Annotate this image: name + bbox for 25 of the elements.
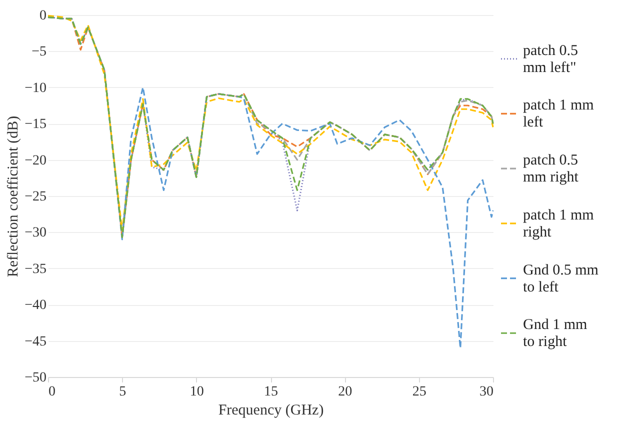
y-tick-label: −35 [24,262,46,277]
legend-label: patch 0.5 mm right [523,152,580,186]
x-tick-label: 25 [412,384,426,400]
legend-label: patch 1 mm left [523,98,594,131]
y-tick-label: 0 [40,8,46,24]
y-tick-label: −25 [24,190,46,204]
y-tick-label: −30 [24,226,46,241]
y-tick-label: −40 [24,298,46,314]
y-tick-label: −45 [24,334,46,350]
y-tick-label: −15 [24,117,46,132]
legend-label: patch 1 mm right [523,207,594,240]
x-axis-title: Frequency (GHz) [218,402,324,418]
legend-label: patch 0.5 mm left" [523,42,578,76]
y-tick-label: −5 [32,44,46,60]
legend-label: Gnd 1 mm to right [523,317,588,350]
x-tick-label: 5 [119,384,126,400]
y-tick-label: −50 [24,370,46,386]
y-axis-title: Reflection coefficient (dB) [6,116,22,278]
y-tick-label: −10 [24,80,46,96]
legend-label: Gnd 0.5 mm to left [523,262,599,296]
x-tick-label: 10 [190,384,204,400]
y-tick-label: −20 [24,153,46,168]
x-tick-label: 30 [480,384,494,400]
x-tick-label: 20 [338,384,352,400]
x-tick-label: 15 [264,384,278,400]
